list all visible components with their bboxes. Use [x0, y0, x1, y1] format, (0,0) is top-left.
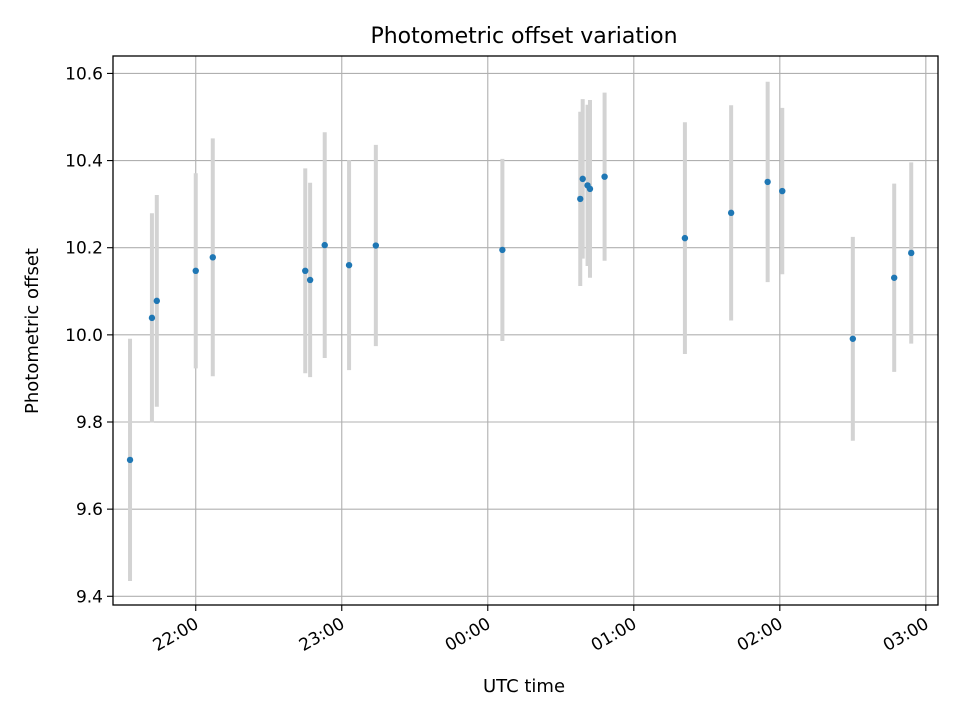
- data-point: [579, 175, 586, 183]
- grid: [113, 56, 938, 605]
- data-point: [321, 241, 328, 249]
- data-point: [764, 178, 771, 186]
- data-point: [148, 314, 156, 322]
- y-tick-label: 9.8: [76, 413, 103, 433]
- x-tick-label: 03:00: [880, 614, 932, 656]
- x-axis-ticks: 22:00 23:00 00:00 01:00 02:00 03:00: [150, 605, 932, 656]
- data-point: [890, 274, 898, 281]
- x-tick-label: 02:00: [734, 614, 786, 656]
- data-point: [153, 297, 161, 305]
- y-tick-label: 10.4: [65, 152, 103, 172]
- chart-title: Photometric offset variation: [370, 24, 677, 49]
- data-point: [306, 276, 314, 284]
- errorbars: [128, 81, 914, 582]
- x-tick-label: 22:00: [150, 614, 202, 656]
- y-tick-label: 10.0: [65, 326, 103, 346]
- data-point: [192, 267, 199, 275]
- data-point: [209, 254, 216, 261]
- data-points: [126, 173, 915, 464]
- plot-frame: [112, 55, 939, 606]
- x-tick-label: 00:00: [442, 614, 494, 656]
- data-point: [727, 209, 735, 217]
- data-point: [779, 187, 786, 195]
- data-point: [849, 335, 857, 342]
- y-axis-ticks: 9.4 9.6 9.8 10.0 10.2 10.4 10.6: [65, 64, 113, 607]
- data-point: [345, 261, 353, 269]
- x-axis-label: UTC time: [483, 676, 565, 697]
- data-point: [681, 234, 689, 242]
- y-tick-label: 10.6: [65, 64, 103, 84]
- y-axis-label: Photometric offset: [22, 248, 43, 414]
- data-point: [601, 173, 608, 180]
- x-tick-label: 23:00: [296, 614, 348, 656]
- y-tick-label: 9.6: [76, 500, 103, 520]
- data-point: [372, 242, 380, 249]
- data-point: [302, 267, 309, 275]
- data-point: [577, 195, 584, 203]
- data-point: [586, 185, 594, 193]
- y-tick-label: 9.4: [76, 587, 103, 607]
- data-point: [126, 456, 134, 464]
- data-point: [499, 246, 506, 254]
- y-tick-label: 10.2: [65, 239, 103, 259]
- data-point: [908, 249, 915, 257]
- x-tick-label: 01:00: [588, 614, 640, 656]
